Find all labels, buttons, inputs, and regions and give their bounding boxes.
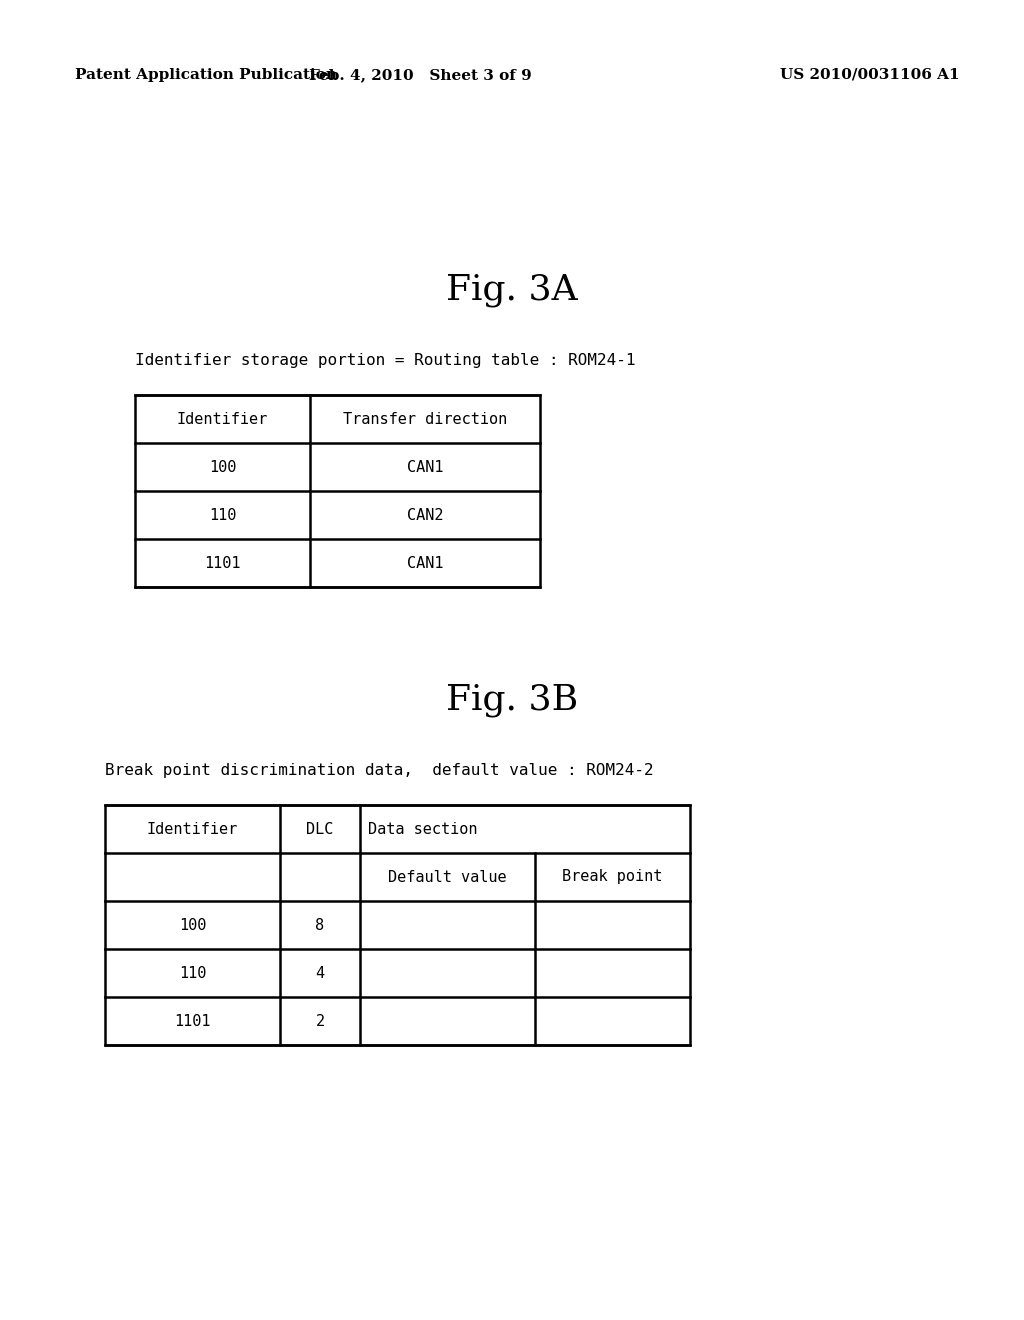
Text: Data section: Data section [368, 821, 477, 837]
Text: CAN1: CAN1 [407, 459, 443, 474]
Text: CAN2: CAN2 [407, 507, 443, 523]
Text: 110: 110 [179, 965, 206, 981]
Text: 4: 4 [315, 965, 325, 981]
Text: Default value: Default value [388, 870, 507, 884]
Text: 100: 100 [179, 917, 206, 932]
Text: US 2010/0031106 A1: US 2010/0031106 A1 [780, 69, 961, 82]
Text: 100: 100 [209, 459, 237, 474]
Text: 110: 110 [209, 507, 237, 523]
Text: 8: 8 [315, 917, 325, 932]
Text: 2: 2 [315, 1014, 325, 1028]
Text: Fig. 3A: Fig. 3A [446, 273, 578, 308]
Text: Break point: Break point [562, 870, 663, 884]
Text: Transfer direction: Transfer direction [343, 412, 507, 426]
Text: Identifier storage portion = Routing table : ROM24-1: Identifier storage portion = Routing tab… [135, 352, 636, 367]
Text: Fig. 3B: Fig. 3B [445, 682, 579, 717]
Text: 1101: 1101 [174, 1014, 211, 1028]
Bar [105, 805, 690, 1045]
Text: Patent Application Publication: Patent Application Publication [75, 69, 337, 82]
Bar [135, 395, 540, 587]
Text: Identifier: Identifier [177, 412, 268, 426]
Text: Identifier: Identifier [146, 821, 239, 837]
Text: 1101: 1101 [204, 556, 241, 570]
Text: CAN1: CAN1 [407, 556, 443, 570]
Text: Break point discrimination data,  default value : ROM24-2: Break point discrimination data, default… [105, 763, 653, 777]
Text: Feb. 4, 2010   Sheet 3 of 9: Feb. 4, 2010 Sheet 3 of 9 [308, 69, 531, 82]
Text: DLC: DLC [306, 821, 334, 837]
